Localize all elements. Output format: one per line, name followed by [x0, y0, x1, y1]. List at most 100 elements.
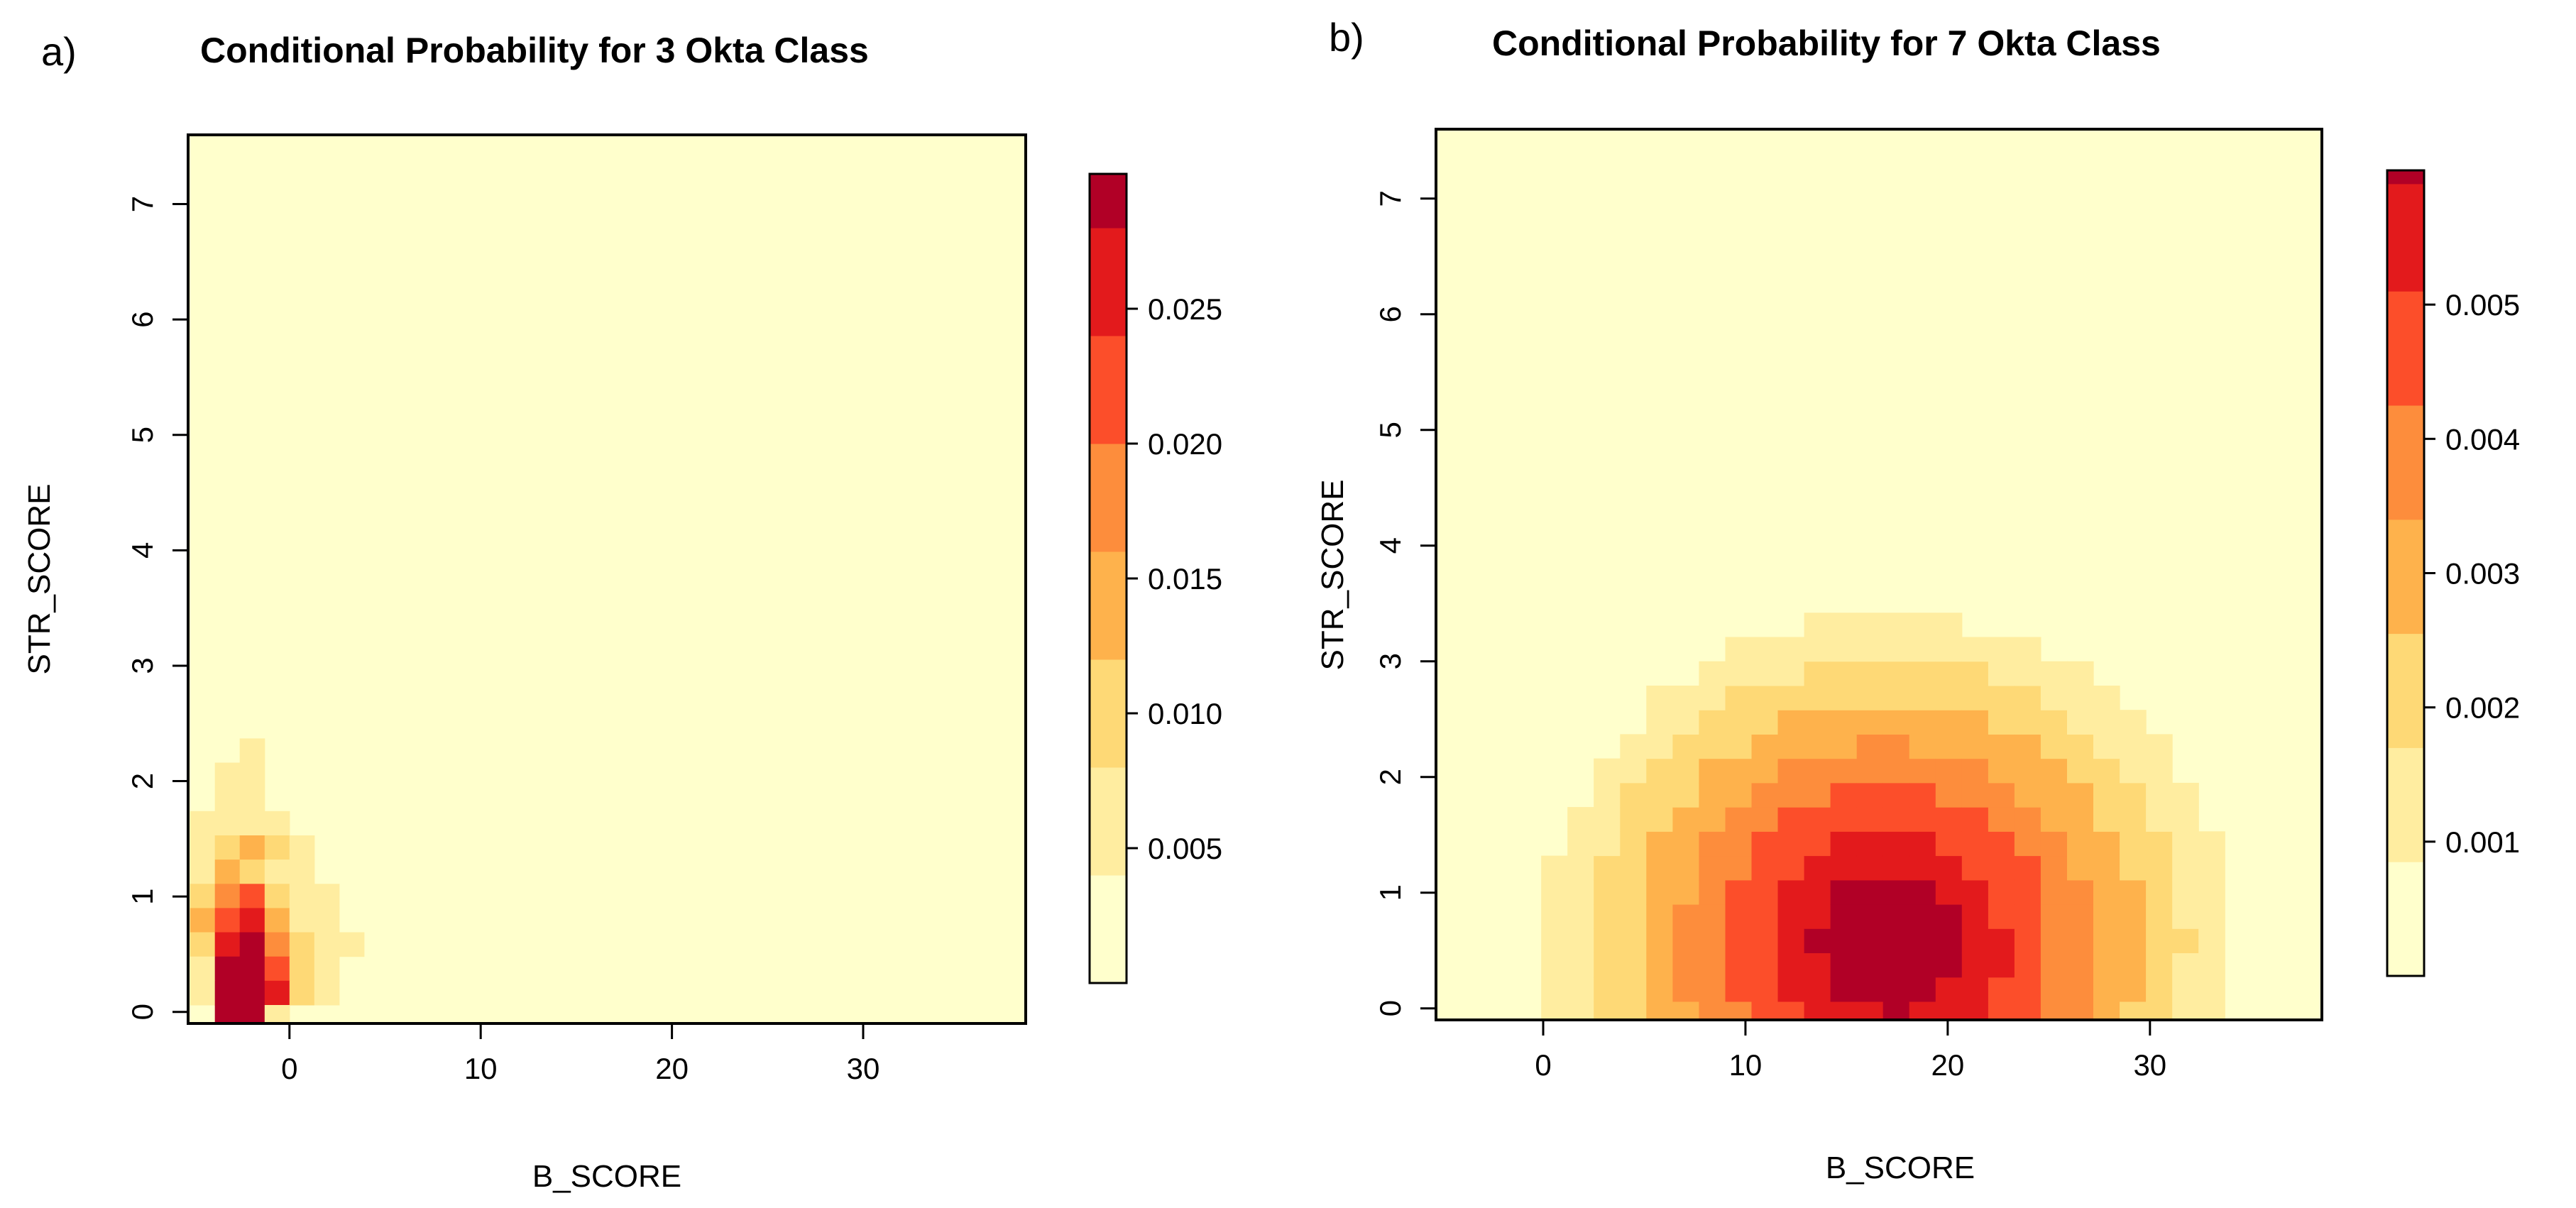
- panel-b-heatmap-cell: [1646, 782, 1673, 808]
- panel-a-colorbar-segment: [1090, 444, 1127, 552]
- panel-b-heatmap-cell: [1751, 758, 1779, 784]
- panel-a-heatmap-cell: [190, 956, 216, 982]
- panel-b-heatmap-cell: [1777, 661, 1805, 686]
- panel-b-heatmap-cell: [1541, 879, 1568, 905]
- panel-b-heatmap-cell: [2146, 758, 2173, 784]
- panel-b-heatmap-cell: [1882, 613, 1910, 638]
- panel-b-heatmap-cell: [1620, 807, 1647, 832]
- panel-b-heatmap-cell: [1830, 977, 1858, 1002]
- panel-b-heatmap-cell: [1882, 661, 1910, 686]
- panel-a-colorbar: 0.005 0.010 0.015 0.020 0.025: [1088, 172, 1222, 984]
- panel-b-heatmap-cell: [1620, 879, 1647, 905]
- panel-b-y-tick-label: 1: [1374, 884, 1407, 901]
- panel-b-heatmap-cell: [1882, 928, 1910, 953]
- panel-a-heatmap-cell: [239, 786, 265, 812]
- panel-b-heatmap-cell: [1777, 952, 1805, 978]
- panel-b-heatmap-cell: [1620, 952, 1647, 978]
- panel-b-heatmap-cell: [2014, 855, 2041, 881]
- panel-b-heatmap-cell: [2093, 734, 2120, 759]
- panel-b-heatmap-cell: [1804, 782, 1831, 808]
- panel-b-heatmap-cell: [1725, 855, 1753, 881]
- panel-b-heatmap-cell: [1856, 734, 1884, 759]
- panel-b-heatmap-cell: [1988, 710, 2015, 735]
- panel-b-heatmap-cell: [1961, 686, 1989, 710]
- panel-b-heatmap-cell: [1751, 977, 1779, 1002]
- panel-b-heatmap-cell: [1804, 855, 1831, 881]
- panel-b-heatmap-cell: [1751, 661, 1779, 686]
- panel-a-heatmap-cell: [190, 980, 216, 1006]
- panel-b-heatmap-cell: [1909, 1001, 1936, 1020]
- panel-b-heatmap-cell: [1909, 734, 1936, 759]
- panel-b-heatmap-cell: [1988, 686, 2015, 710]
- panel-b-heatmap-cell: [1935, 855, 1963, 881]
- panel-b-heatmap-cell: [2120, 977, 2147, 1002]
- panel-b-heatmap-cell: [2067, 1001, 2094, 1020]
- panel-b-heatmap-cell: [1751, 782, 1779, 808]
- panel-a-y-tick-label: 4: [126, 542, 159, 559]
- panel-b-heatmap-cell: [1909, 807, 1936, 832]
- panel-b-heatmap-cell: [2198, 1001, 2225, 1020]
- panel-b-heatmap-cell: [1909, 661, 1936, 686]
- panel-b-heatmap-cell: [1699, 661, 1726, 686]
- panel-a-heatmap-cell: [289, 884, 315, 908]
- panel-b-heatmap-cell: [1909, 904, 1936, 929]
- panel-b-heatmap-cell: [1856, 613, 1884, 638]
- panel-b-heatmap-cell: [2093, 904, 2120, 929]
- panel-b-heatmap-cell: [1856, 782, 1884, 808]
- panel-b-heatmap-cell: [1594, 831, 1621, 857]
- panel-b-heatmap-cell: [1699, 686, 1726, 710]
- panel-a-axes: 0 10 20 30 0 1 2 3 4 5 6 7: [126, 196, 879, 1085]
- panel-b-heatmap-cell: [1725, 831, 1753, 857]
- panel-b-heatmap-cell: [1856, 831, 1884, 857]
- panel-b-heatmap-cell: [1830, 928, 1858, 953]
- panel-a-title: Conditional Probability for 3 Okta Class: [200, 31, 869, 70]
- panel-a-heatmap-cell: [190, 908, 216, 933]
- panel-a-heatmap-cell: [239, 860, 265, 884]
- panel-b-heatmap-cell: [1620, 782, 1647, 808]
- panel-b-heatmap-cell: [1672, 686, 1699, 710]
- panel-b-heatmap-cell: [1830, 758, 1858, 784]
- panel-b-heatmap-cell: [1988, 1001, 2015, 1020]
- panel-b-heatmap-cell: [1882, 831, 1910, 857]
- panel-b-heatmap-cell: [1882, 686, 1910, 710]
- panel-b-heatmap-cell: [1804, 613, 1831, 638]
- panel-b-heatmap-cell: [1935, 710, 1963, 735]
- panel-b-heatmap-cell: [1804, 734, 1831, 759]
- panel-b-heatmap-cell: [2040, 734, 2068, 759]
- panel-b-heatmap-cell: [2146, 782, 2173, 808]
- panel-a-heatmap-cell: [289, 956, 315, 982]
- panel-b-heatmap-cell: [2093, 952, 2120, 978]
- panel-b-heatmap-cell: [1961, 807, 1989, 832]
- panel-b-heatmap-cell: [2093, 710, 2120, 735]
- panel-b-heatmap-cell: [1935, 831, 1963, 857]
- panel-b-heatmap-cell: [1935, 661, 1963, 686]
- panel-b-heatmap-cell: [1961, 1001, 1989, 1020]
- panel-b-heatmap-cell: [1909, 831, 1936, 857]
- panel-b-heatmap-cell: [1804, 661, 1831, 686]
- panel-a-heatmap-cell: [239, 835, 265, 860]
- panel-a-colorbar-segment: [1090, 875, 1127, 984]
- panel-b-heatmap-cell: [2172, 952, 2199, 978]
- panel-b-heatmap-cell: [1777, 831, 1805, 857]
- panel-b-heatmap-cell: [1725, 661, 1753, 686]
- panel-b-heatmap-cell: [1804, 686, 1831, 710]
- panel-b-heatmap-cell: [2014, 879, 2041, 905]
- panel-b-heatmap-cell: [1541, 904, 1568, 929]
- panel-b-heatmap-cell: [1567, 831, 1594, 857]
- panel-a-heatmap-cell: [264, 908, 290, 933]
- panel-b-heatmap-cell: [2014, 904, 2041, 929]
- panel-b-heatmap-cell: [2093, 831, 2120, 857]
- panel-b-heatmap-cell: [1882, 807, 1910, 832]
- panel-b-heatmap-cell: [1672, 1001, 1699, 1020]
- panel-b-heatmap-cell: [1646, 710, 1673, 735]
- panel-a-heatmap-cell: [264, 932, 290, 957]
- panel-b-heatmap-cell: [1672, 977, 1699, 1002]
- panel-b-heatmap-cell: [2040, 807, 2068, 832]
- panel-b-heatmap-cell: [1830, 879, 1858, 905]
- panel-b-heatmap-cell: [1882, 637, 1910, 662]
- panel-b-heatmap-cell: [1830, 734, 1858, 759]
- panel-b-y-axis-label: STR_SCORE: [1315, 480, 1350, 671]
- panel-b-heatmap-cell: [1961, 734, 1989, 759]
- panel-b-heatmap-cell: [1988, 904, 2015, 929]
- panel-b-heatmap-cell: [1567, 928, 1594, 953]
